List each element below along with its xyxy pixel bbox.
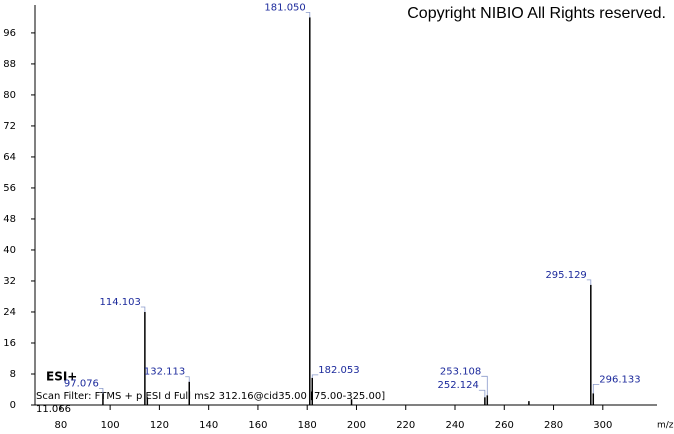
retention-time: 11.066 [36, 404, 71, 415]
y-tick-label: 0 [10, 400, 16, 411]
peak-label: 132.113 [144, 367, 185, 378]
x-axis-label: m/z [657, 421, 674, 431]
peak-label: 252.124 [438, 380, 479, 391]
peak-label: 295.129 [545, 270, 586, 281]
x-tick-label: 280 [544, 420, 563, 431]
peak-label: 253.108 [440, 366, 481, 377]
label-connector [586, 279, 592, 285]
scan-filter: Scan Filter: FTMS + p ESI d Full ms2 312… [36, 391, 385, 402]
y-tick-label: 96 [3, 28, 16, 39]
peak-label: 181.050 [264, 2, 305, 13]
x-tick-label: 200 [347, 420, 366, 431]
y-tick-label: 24 [3, 307, 16, 318]
label-connector [98, 387, 104, 394]
x-tick-label: 220 [396, 420, 415, 431]
y-tick-label: 32 [3, 276, 16, 287]
y-tick-label: 16 [3, 338, 16, 349]
label-connector [478, 389, 486, 398]
label-connector [140, 306, 146, 312]
peak-label: 114.103 [100, 297, 141, 308]
x-tick-label: 300 [593, 420, 612, 431]
ionization-label: ESI+ [46, 370, 77, 384]
y-tick-label: 72 [3, 121, 16, 132]
label-connector [305, 12, 311, 18]
label-connector [592, 383, 600, 394]
y-tick-label: 48 [3, 214, 16, 225]
y-tick-label: 8 [10, 369, 16, 380]
x-tick-label: 120 [150, 420, 169, 431]
y-tick-label: 80 [3, 90, 16, 101]
chart-title: Copyright NIBIO All Rights reserved. [407, 5, 666, 22]
peak-label: 296.133 [599, 374, 640, 385]
x-tick-label: 100 [101, 420, 120, 431]
x-tick-label: 160 [248, 420, 267, 431]
y-tick-label: 64 [3, 152, 16, 163]
x-tick-label: 240 [445, 420, 464, 431]
label-connector [311, 374, 319, 378]
x-tick-label: 180 [298, 420, 317, 431]
label-connector [185, 376, 190, 382]
peak-label: 97.076 [64, 378, 99, 389]
y-tick-label: 88 [3, 59, 16, 70]
y-tick-label: 40 [3, 245, 16, 256]
label-connector [481, 375, 488, 396]
peak-label: 182.053 [318, 365, 359, 376]
x-tick-label: 80 [54, 420, 67, 431]
y-tick-label: 56 [3, 183, 16, 194]
x-tick-label: 260 [495, 420, 514, 431]
x-tick-label: 140 [199, 420, 218, 431]
